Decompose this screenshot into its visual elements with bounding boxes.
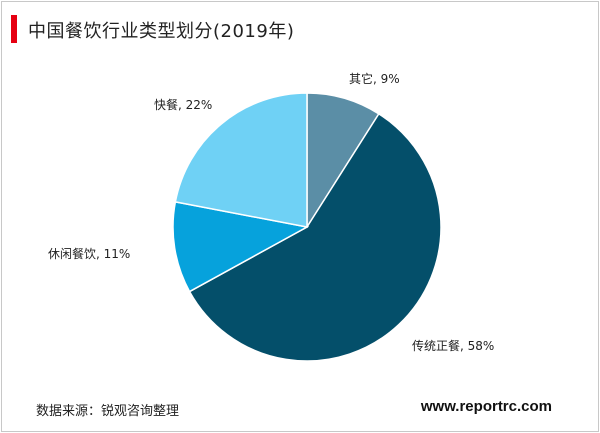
data-source-note: 数据来源：锐观咨询整理 (36, 404, 180, 419)
pie-slice-3 (172, 201, 310, 293)
pie-slice-2 (188, 112, 442, 362)
pie-slice-label-4: 快餐, 22% (154, 97, 212, 112)
pie-slices (172, 92, 442, 362)
chart-title: 中国餐饮行业类型划分(2019年) (28, 21, 295, 42)
pie-slice-4 (174, 92, 308, 228)
pie-labels: 其它, 9% 传统正餐, 58% 休闲餐饮, 11% 快餐, 22% (48, 71, 494, 353)
pie-slice-label-1: 其它, 9% (349, 71, 400, 86)
title-accent-bar (11, 15, 17, 43)
pie-slice-label-2: 传统正餐, 58% (412, 338, 494, 353)
website-url: www.reportrc.com (420, 398, 552, 415)
pie-slice-label-3: 休闲餐饮, 11% (48, 246, 130, 261)
